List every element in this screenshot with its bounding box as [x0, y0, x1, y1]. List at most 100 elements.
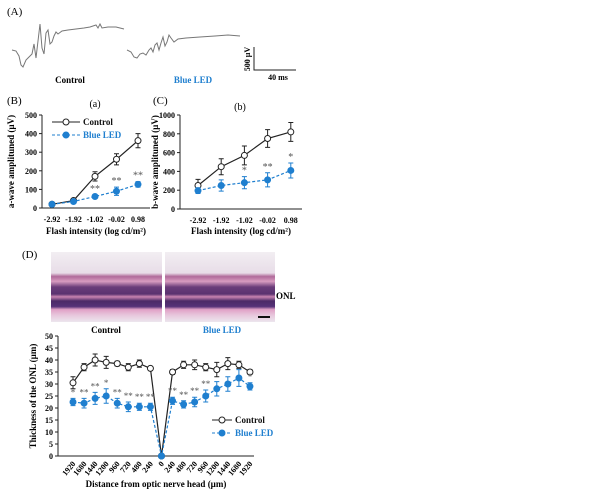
x-tick-label: -1.02 [87, 215, 104, 224]
legend-marker [62, 131, 70, 139]
data-point-blue-led [202, 392, 210, 400]
significance-marker: * [248, 372, 253, 382]
data-point-blue-led [113, 399, 121, 407]
series-line-control [72, 359, 251, 457]
y-tick-label: 5 [49, 440, 53, 449]
y-tick-label: 0 [171, 205, 175, 214]
histology-control-image [51, 252, 162, 322]
y-tick-label: 600 [163, 149, 175, 158]
y-tick-label: 25 [45, 392, 53, 401]
data-point-blue-led [48, 200, 56, 208]
data-point-blue-led [246, 382, 254, 390]
data-point-control [124, 363, 132, 371]
scale-bar: 500 µV 40 ms [243, 47, 296, 82]
data-point-blue-led [180, 400, 188, 408]
erg-blue-led-label: Blue LED [174, 75, 213, 85]
data-point-blue-led [124, 403, 132, 411]
data-point-blue-led [264, 176, 272, 184]
data-point-blue-led [134, 180, 142, 188]
histology-control-label: Control [91, 325, 121, 335]
data-point-control [264, 135, 272, 142]
erg-control-label: Control [55, 75, 85, 85]
y-tick-label: 10 [45, 428, 53, 437]
data-point-control [135, 360, 143, 368]
y-axis-label: b-wave amplituned (µV) [150, 115, 160, 209]
x-tick-label: 1920 [237, 460, 254, 478]
legend: Control Blue LED [52, 117, 122, 140]
data-point-blue-led [70, 197, 77, 205]
significance-marker: * [288, 152, 293, 163]
significance-marker: * [242, 166, 247, 177]
significance-marker: * [104, 378, 109, 388]
data-point-blue-led [191, 398, 199, 406]
legend-marker [218, 429, 226, 437]
data-point-control [102, 358, 110, 366]
data-point-blue-led [287, 166, 295, 174]
data-point-control [169, 368, 177, 376]
data-point-control [287, 128, 295, 136]
data-point-control [91, 356, 99, 364]
data-point-blue-led [157, 452, 165, 460]
y-tick-label: 35 [45, 368, 53, 377]
significance-marker: ** [124, 391, 134, 401]
data-point-blue-led [240, 179, 248, 187]
histology-blue-led-image [165, 252, 275, 322]
significance-marker: * [71, 387, 76, 397]
data-point-blue-led [217, 182, 225, 189]
y-tick-label: 45 [45, 344, 53, 353]
x-tick-label: 0.98 [284, 216, 298, 225]
y-tick-label: 0 [33, 204, 37, 213]
chart-2: (C) (b) 0 200 400 600 800 1000 -2.92 -1.92 -1.02 -0… [150, 95, 302, 236]
legend-marker [218, 416, 226, 424]
y-tick-label: 20 [45, 404, 53, 413]
significance-marker: ** [91, 381, 101, 391]
data-point-control [246, 368, 254, 376]
data-point-control [80, 363, 88, 371]
x-axis-label: Flash intensity (log cd/m²) [191, 226, 291, 236]
panel-d-label: (D) [22, 249, 38, 261]
data-point-blue-led [169, 397, 177, 405]
x-tick-label: 240 [140, 460, 155, 475]
significance-marker: ** [112, 176, 122, 187]
y-tick-label: 800 [163, 130, 175, 139]
significance-marker: ** [179, 390, 189, 400]
y-tick-label: 15 [45, 416, 53, 425]
legend-label: Control [83, 117, 113, 127]
data-point-blue-led [91, 394, 99, 402]
data-point-blue-led [213, 385, 221, 393]
data-point-blue-led [80, 399, 88, 407]
y-tick-label: 0 [49, 452, 53, 461]
data-point-blue-led [146, 403, 154, 411]
significance-marker: ** [263, 162, 273, 173]
data-point-control [213, 366, 221, 374]
data-point-control [113, 155, 120, 163]
erg-trace-control [11, 22, 125, 68]
data-point-control [180, 361, 188, 369]
y-tick-label: 100 [25, 185, 37, 194]
data-point-control [235, 361, 243, 369]
legend-marker [62, 118, 70, 126]
x-tick-label: -0.02 [108, 215, 125, 224]
x-tick-label: -1.92 [65, 215, 82, 224]
y-tick-label: 200 [25, 167, 37, 176]
data-point-control [202, 363, 210, 371]
y-tick-label: 50 [45, 332, 53, 341]
scale-bar-time: 40 ms [268, 73, 288, 82]
data-point-blue-led [69, 398, 77, 406]
scale-bar-voltage: 500 µV [243, 47, 252, 72]
data-point-control [240, 151, 248, 159]
y-tick-label: 40 [45, 356, 53, 365]
data-point-control [146, 364, 154, 372]
panel-label: (C) [153, 95, 168, 107]
data-point-blue-led [235, 374, 243, 382]
significance-marker: ** [190, 386, 200, 396]
data-point-control [217, 163, 225, 171]
y-tick-label: 300 [25, 148, 37, 157]
legend-label: Blue LED [83, 130, 122, 140]
significance-marker: ** [113, 387, 123, 397]
data-point-control [91, 172, 99, 180]
onl-layer-label: ONL [276, 291, 296, 301]
x-tick-label: -2.92 [44, 215, 61, 224]
legend-label: Control [235, 415, 265, 425]
